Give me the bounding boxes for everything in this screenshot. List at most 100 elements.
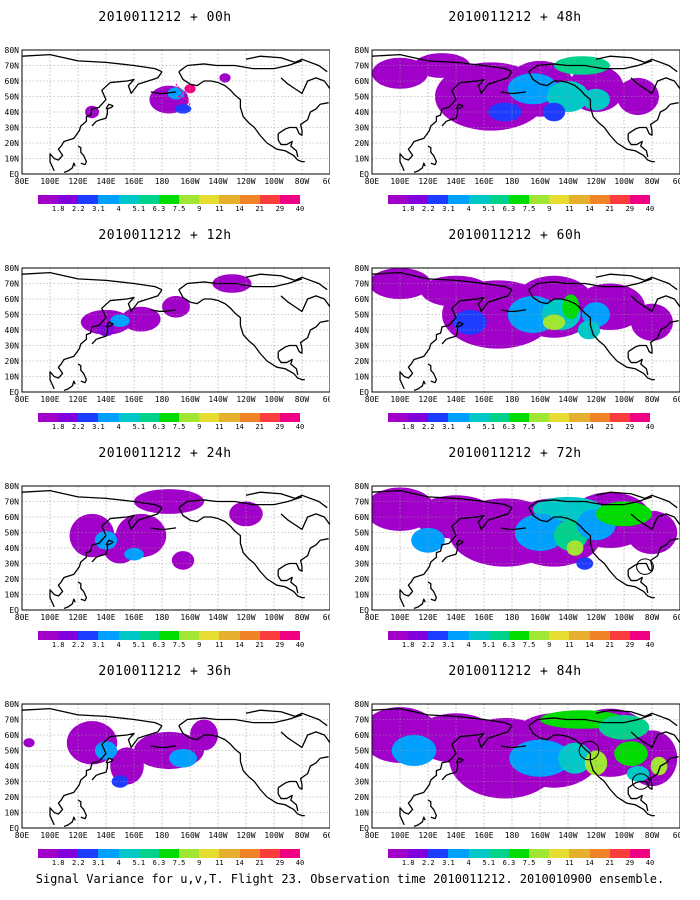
flight-track — [175, 83, 191, 107]
lat-label: 30N — [5, 124, 20, 133]
colorbar-label: 14 — [235, 205, 244, 213]
colorbar-swatch — [408, 413, 429, 422]
colorbar-swatch — [58, 413, 79, 422]
lon-label: 100W — [264, 831, 283, 840]
lat-label: 80N — [5, 482, 20, 491]
colorbar-swatch — [488, 413, 509, 422]
lon-label: 80W — [645, 831, 660, 840]
lon-label: 60W — [673, 831, 680, 840]
colorbar-label: 3.1 — [442, 205, 455, 213]
colorbar-swatch — [138, 413, 159, 422]
lon-label: 100E — [40, 395, 59, 404]
lat-label: 40N — [355, 544, 370, 553]
colorbar-label: 4 — [116, 859, 121, 867]
lon-label: 80E — [15, 395, 30, 404]
colorbar-swatch — [629, 849, 651, 858]
lat-label: 50N — [5, 529, 20, 538]
lat-label: 70N — [5, 280, 20, 289]
colorbar-swatch — [279, 631, 301, 640]
colorbar-label: 11 — [565, 205, 574, 213]
lat-label: 50N — [355, 311, 370, 320]
colorbar-swatch — [118, 195, 139, 204]
panel-title: 2010011212 + 72h — [448, 446, 582, 461]
colorbar-label: 2.2 — [421, 641, 435, 649]
colorbar-label: 7.5 — [172, 423, 186, 431]
lon-label: 100W — [614, 177, 633, 186]
lon-label: 100W — [614, 613, 633, 622]
variance-contour — [115, 513, 167, 558]
lat-label: 10N — [355, 809, 370, 818]
lon-label: 100W — [264, 613, 283, 622]
coastline — [49, 71, 163, 172]
colorbar-swatch — [428, 849, 449, 858]
lon-label: 160E — [124, 395, 143, 404]
variance-contour — [110, 314, 130, 327]
variance-contour — [94, 530, 118, 550]
lon-label: 140W — [208, 177, 227, 186]
colorbar-swatch — [388, 631, 409, 640]
lat-label: 70N — [355, 716, 370, 725]
lon-label: 140W — [558, 831, 577, 840]
colorbar-swatch — [98, 413, 119, 422]
coastline — [413, 816, 426, 828]
lon-label: 60W — [323, 395, 330, 404]
colorbar-label: 6.3 — [152, 641, 166, 649]
lon-label: 100E — [40, 831, 59, 840]
colorbar-swatch — [508, 195, 530, 204]
colorbar-label: 5.1 — [482, 423, 496, 431]
colorbar-swatch — [158, 631, 180, 640]
colorbar-label: 7.5 — [522, 423, 536, 431]
colorbar-swatch — [408, 195, 429, 204]
coastline — [91, 103, 114, 127]
colorbar-label: 11 — [215, 205, 224, 213]
colorbar-swatch — [408, 849, 429, 858]
colorbar-label: 40 — [295, 859, 305, 867]
coastline — [277, 569, 299, 594]
coastline — [280, 295, 330, 313]
lat-label: 60N — [5, 77, 20, 86]
lon-label: 120E — [68, 395, 87, 404]
coastline — [245, 273, 328, 291]
lon-label: 60W — [323, 831, 330, 840]
colorbar: 1.8 2.2 3.1 4 5.1 6.3 7.5 9 11 14 21 29 40 — [38, 195, 304, 219]
colorbar-swatch — [58, 849, 79, 858]
colorbar-label: 9 — [197, 205, 202, 213]
colorbar-swatch — [138, 631, 159, 640]
lat-label: 50N — [355, 93, 370, 102]
colorbar-label: 29 — [625, 423, 635, 431]
colorbar-label: 6.3 — [502, 859, 516, 867]
lon-label: 120E — [418, 395, 437, 404]
lat-label: 40N — [355, 108, 370, 117]
colorbar-label: 11 — [215, 859, 224, 867]
coastline — [630, 295, 680, 313]
colorbar-label: 7.5 — [172, 205, 186, 213]
colorbar-swatch — [259, 195, 280, 204]
lon-label: 160E — [474, 613, 493, 622]
coastline — [627, 320, 679, 354]
colorbar-swatch — [38, 849, 59, 858]
colorbar-label: 21 — [605, 641, 614, 649]
colorbar-swatch — [448, 849, 469, 858]
colorbar-label: 3.1 — [442, 859, 455, 867]
coastline — [441, 757, 464, 781]
colorbar-label: 9 — [197, 641, 202, 649]
colorbar-label: 4 — [466, 859, 471, 867]
lat-label: 80N — [5, 700, 20, 709]
colorbar-swatch — [219, 631, 240, 640]
coastline — [277, 133, 299, 158]
lat-label: 30N — [5, 342, 20, 351]
colorbar-label: 14 — [585, 205, 594, 213]
lat-label: 20N — [355, 139, 370, 148]
variance-contour — [121, 306, 161, 332]
lat-label: 10N — [355, 155, 370, 164]
lon-label: 80W — [645, 613, 660, 622]
lon-label: 100W — [614, 831, 633, 840]
colorbar-label: 3.1 — [92, 205, 105, 213]
colorbar-label: 6.3 — [152, 423, 166, 431]
colorbar-swatch — [428, 195, 449, 204]
colorbar-swatch — [199, 849, 220, 858]
colorbar-label: 1.8 — [51, 859, 65, 867]
